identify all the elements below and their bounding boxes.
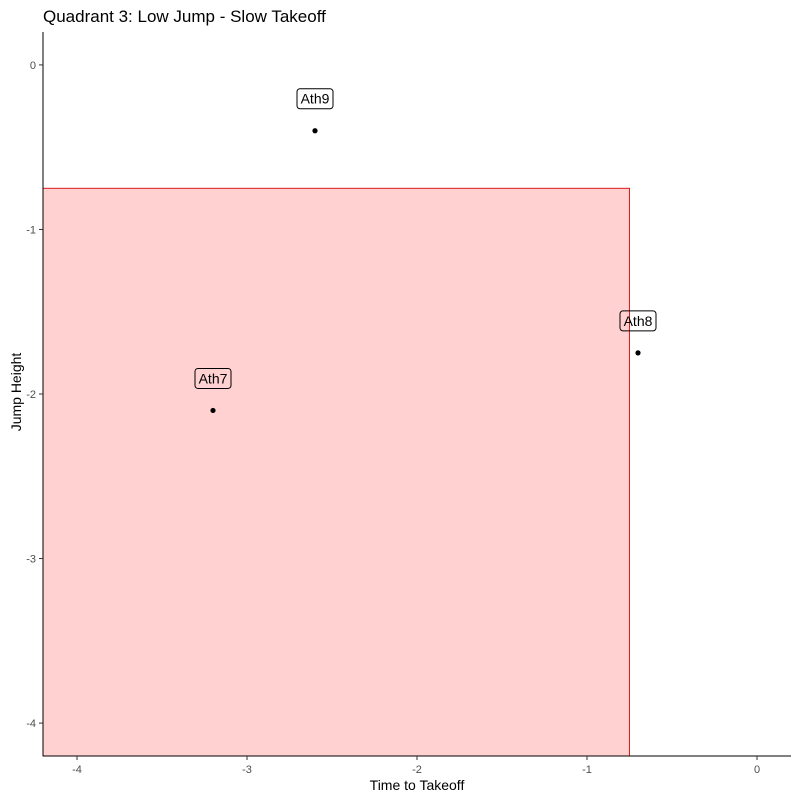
x-tick-label: -2	[412, 764, 422, 776]
point-label: Ath9	[301, 91, 330, 107]
data-point	[312, 128, 318, 134]
point-label-box	[619, 310, 657, 332]
x-tick-label: -4	[72, 764, 82, 776]
highlight-region	[42, 187, 630, 757]
y-tick-label: -4	[26, 718, 36, 730]
y-tick-label: -1	[26, 224, 36, 236]
y-tick-label: -3	[26, 554, 36, 566]
x-tick-label: -3	[242, 764, 252, 776]
y-tick-label: -2	[26, 389, 36, 401]
x-axis-label: Time to Takeoff	[370, 777, 465, 793]
data-point	[635, 350, 641, 356]
y-tick-label: 0	[30, 60, 36, 72]
chart-title: Quadrant 3: Low Jump - Slow Takeoff	[43, 7, 326, 26]
x-tick-label: 0	[754, 764, 760, 776]
point-label-box	[296, 88, 334, 110]
point-label: Ath8	[624, 313, 653, 329]
point-label: Ath7	[199, 370, 228, 386]
x-tick-label: -1	[582, 764, 592, 776]
y-axis-label: Jump Height	[8, 353, 24, 432]
point-label-box	[194, 367, 232, 389]
data-point	[210, 407, 216, 414]
